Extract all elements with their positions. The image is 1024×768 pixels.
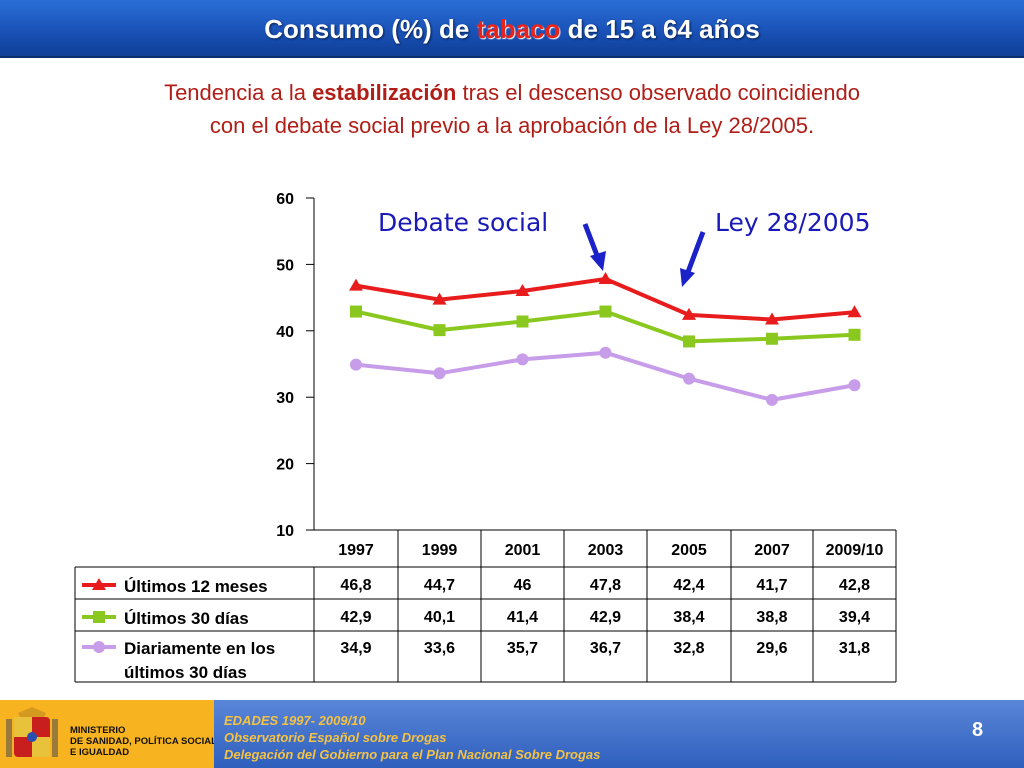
slide-title: Consumo (%) de tabaco de 15 a 64 años [264, 14, 760, 44]
ministry-name: MINISTERIO DE SANIDAD, POLÍTICA SOCIAL E… [70, 725, 217, 758]
y-tick-label: 40 [276, 324, 294, 341]
table-value: 40,1 [424, 609, 455, 626]
table-value: 46 [514, 577, 532, 594]
line-chart: 10 20 30 40 50 60 1997 1999 2001 2003 2005 2007 2009… [74, 191, 897, 683]
data-point [848, 379, 861, 392]
table-value: 42,9 [590, 609, 621, 626]
table-value: 41,7 [756, 577, 787, 594]
data-point [599, 346, 612, 359]
table-value: 44,7 [424, 577, 455, 594]
data-point [765, 312, 779, 325]
coat-of-arms-icon [6, 707, 58, 757]
data-point [598, 272, 613, 285]
data-point [766, 332, 778, 345]
footer-bar [214, 700, 1024, 768]
data-point [516, 353, 529, 366]
table-value: 39,4 [839, 609, 870, 626]
table-value: 46,8 [340, 577, 371, 594]
table-value: 42,9 [340, 609, 371, 626]
arrow-debate [582, 223, 601, 259]
legend-label: Últimos 12 meses [124, 577, 268, 596]
table-value: 38,8 [756, 609, 787, 626]
legend-label: últimos 30 días [124, 663, 247, 682]
data-point [766, 393, 778, 406]
x-tick-label: 2005 [671, 542, 707, 559]
legend-marker [93, 611, 105, 623]
x-tick-label: 2009/10 [826, 542, 884, 559]
series-line [355, 350, 855, 402]
data-point [682, 307, 696, 320]
page-number: 8 [972, 719, 984, 741]
data-point [847, 305, 862, 318]
table-value: 33,6 [424, 640, 455, 657]
data-point [683, 372, 695, 385]
data-point [432, 292, 447, 305]
data-point [433, 367, 446, 380]
table-value: 29,6 [756, 640, 787, 657]
legend-label: Diariamente en los [124, 639, 275, 658]
arrow-ley [685, 231, 706, 273]
data-point [599, 305, 612, 318]
data-point [349, 278, 363, 291]
title-bar [0, 0, 1024, 58]
legend-marker [93, 641, 105, 653]
x-tick-label: 2003 [588, 542, 624, 559]
table-value: 34,9 [340, 640, 371, 657]
x-tick-label: 1997 [338, 542, 374, 559]
data-point [516, 315, 529, 328]
table-value: 32,8 [673, 640, 704, 657]
table-value: 38,4 [673, 609, 704, 626]
title-highlight: tabaco [476, 14, 561, 44]
y-tick-label: 60 [276, 191, 294, 208]
y-tick-label: 50 [276, 257, 294, 274]
data-point [433, 324, 446, 337]
y-tick-label: 30 [276, 390, 294, 407]
annotation-debate: Debate social [378, 208, 548, 237]
table-value: 36,7 [590, 640, 621, 657]
footer-source: EDADES 1997- 2009/10 Observatorio Españo… [224, 713, 601, 762]
table-value: 41,4 [507, 609, 538, 626]
arrow-ley-head [680, 268, 695, 287]
data-point [350, 305, 362, 318]
data-point [683, 335, 695, 348]
legend-label: Últimos 30 días [124, 609, 249, 628]
legend-marker [92, 578, 106, 590]
x-tick-label: 2001 [505, 542, 541, 559]
annotation-ley: Ley 28/2005 [715, 208, 870, 237]
table-value: 42,8 [839, 577, 870, 594]
arrow-debate-head [590, 251, 606, 271]
data-point [350, 358, 362, 371]
y-tick-label: 10 [276, 523, 294, 540]
x-tick-label: 2007 [754, 542, 790, 559]
table-value: 31,8 [839, 640, 870, 657]
y-tick-label: 20 [276, 457, 294, 474]
table-value: 42,4 [673, 577, 704, 594]
subtitle: Tendencia a la estabilización tras el de… [164, 80, 860, 138]
table-value: 35,7 [507, 640, 538, 657]
data-point [515, 283, 530, 296]
x-tick-label: 1999 [422, 542, 458, 559]
subtitle-bold: estabilización [312, 80, 457, 105]
table-value: 47,8 [590, 577, 621, 594]
data-point [848, 328, 861, 341]
